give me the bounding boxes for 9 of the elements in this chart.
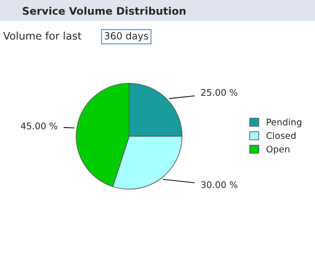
data-label: 30.00 %	[201, 181, 238, 188]
legend-label: Closed	[266, 132, 296, 139]
legend-label: Open	[266, 146, 290, 154]
legend-label: Pending	[266, 118, 302, 128]
data-label: 45.00 %	[20, 122, 58, 130]
text: Volume for last	[3, 32, 82, 40]
text: 360 days	[104, 32, 148, 42]
chart-title: Service Volume Distribution	[22, 6, 186, 15]
data-label: 25.00 %	[201, 89, 238, 96]
